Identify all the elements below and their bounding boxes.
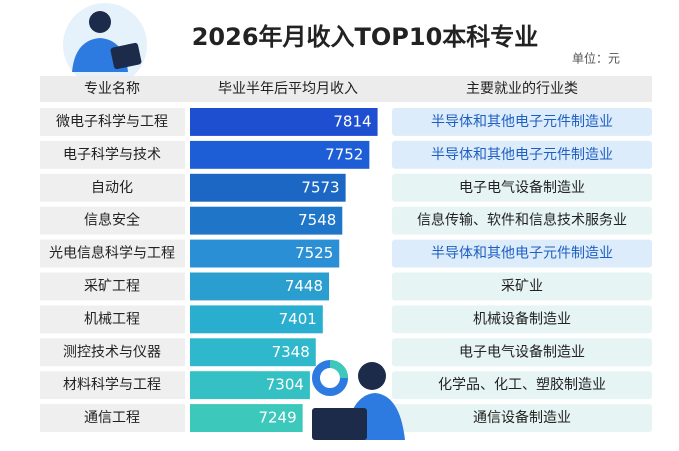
header-cell: 主要就业的行业类 <box>466 81 578 97</box>
category-cell <box>40 140 185 169</box>
value-label: 7814 <box>333 112 371 130</box>
industry-label: 机械设备制造业 <box>473 310 571 327</box>
category-label: 通信工程 <box>84 410 140 426</box>
category-label: 自动化 <box>91 180 133 196</box>
industry-cell <box>392 338 652 367</box>
industry-label: 通信设备制造业 <box>473 409 571 426</box>
bar <box>190 404 303 432</box>
industry-label: 采矿业 <box>501 278 543 294</box>
category-cell <box>40 239 185 268</box>
bar <box>190 108 378 136</box>
industry-cell <box>392 239 652 268</box>
value-label: 7548 <box>298 211 336 229</box>
header-row <box>40 76 652 102</box>
category-label: 微电子科学与工程 <box>56 114 168 130</box>
category-label: 光电信息科学与工程 <box>49 245 175 262</box>
industry-cell <box>392 140 652 169</box>
value-label: 7525 <box>295 244 333 262</box>
header-cell: 专业名称 <box>84 81 140 97</box>
industry-cell <box>392 206 652 235</box>
industry-label: 信息传输、软件和信息技术服务业 <box>417 212 627 229</box>
illustration-bottom <box>312 360 405 440</box>
category-label: 电子科学与技术 <box>63 147 161 163</box>
value-label: 7448 <box>285 277 323 295</box>
category-cell <box>40 272 185 301</box>
category-label: 信息安全 <box>84 212 140 229</box>
industry-label: 半导体和其他电子元件制造业 <box>431 246 613 262</box>
illustration-top <box>72 11 142 72</box>
industry-label: 电子电气设备制造业 <box>459 179 585 196</box>
industry-cell <box>392 404 652 432</box>
industry-cell <box>392 371 652 400</box>
industry-label: 电子电气设备制造业 <box>459 343 585 360</box>
industry-cell <box>392 305 652 334</box>
bar <box>190 140 370 169</box>
value-label: 7249 <box>258 409 296 427</box>
value-label: 7573 <box>301 178 339 196</box>
category-cell <box>40 206 185 235</box>
value-label: 7304 <box>266 376 304 394</box>
category-label: 测控技术与仪器 <box>63 344 161 360</box>
bar <box>190 206 343 235</box>
category-label: 采矿工程 <box>84 278 140 294</box>
bar <box>190 239 340 268</box>
category-cell <box>40 338 185 367</box>
bar <box>190 305 323 334</box>
bar <box>190 371 310 400</box>
category-label: 材料科学与工程 <box>63 377 161 393</box>
value-label: 7401 <box>279 310 317 328</box>
value-label: 7752 <box>325 145 363 163</box>
bar <box>190 338 316 367</box>
category-cell <box>40 305 185 334</box>
bar <box>190 173 346 202</box>
header-cell: 毕业半年后平均月收入 <box>218 81 358 97</box>
category-cell <box>40 108 185 136</box>
industry-label: 半导体和其他电子元件制造业 <box>431 147 613 163</box>
category-cell <box>40 404 185 432</box>
industry-cell <box>392 108 652 136</box>
industry-label: 半导体和其他电子元件制造业 <box>431 114 613 130</box>
value-label: 7348 <box>272 343 310 361</box>
industry-label: 化学品、化工、塑胶制造业 <box>438 376 606 393</box>
unit-label: 单位：元 <box>572 51 620 66</box>
category-cell <box>40 371 185 400</box>
bar <box>190 272 330 301</box>
industry-cell <box>392 173 652 202</box>
chart-title: 2026年月收入TOP10本科专业 <box>192 23 539 51</box>
industry-cell <box>392 272 652 301</box>
category-label: 机械工程 <box>84 311 140 327</box>
category-cell <box>40 173 185 202</box>
